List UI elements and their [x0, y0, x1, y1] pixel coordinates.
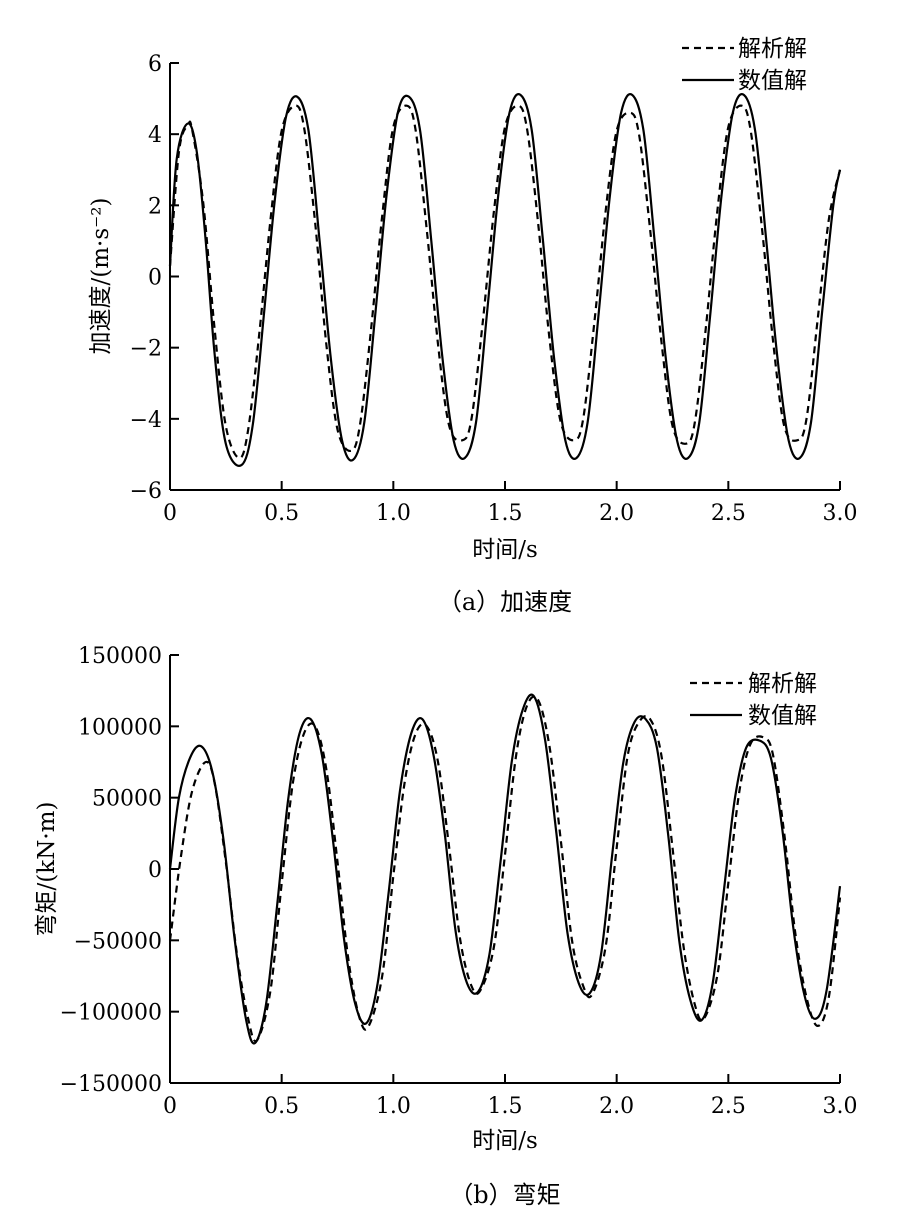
series-line-analytical — [168, 104, 842, 460]
y-tick-label: −6 — [130, 479, 162, 504]
series-lines — [168, 93, 842, 467]
x-tick-label: 1.0 — [376, 501, 411, 526]
y-ticks: −6 −4 −2 0 2 4 6 — [130, 52, 179, 504]
y-tick-label: −100000 — [60, 1001, 162, 1026]
x-tick-label: 0.5 — [264, 1094, 299, 1119]
y-tick-label: −2 — [130, 337, 162, 362]
y-tick-label: 150000 — [78, 644, 162, 669]
x-tick-label: 3.0 — [823, 501, 858, 526]
x-tick-label: 0.5 — [264, 501, 299, 526]
series-line-analytical — [168, 695, 842, 1043]
y-tick-label: −4 — [130, 408, 162, 433]
x-tick-label: 3.0 — [823, 1094, 858, 1119]
chart-acceleration: −6 −4 −2 0 2 4 6 0 0.5 1.0 1.5 2.0 2.5 3.0 解析解 数值解 加… — [88, 36, 858, 616]
x-tick-label: 1.5 — [488, 1094, 523, 1119]
legend-label-analytical: 解析解 — [738, 36, 807, 62]
y-tick-label: 2 — [148, 194, 162, 219]
y-tick-label: 50000 — [92, 787, 162, 812]
chart-bending-moment: −150000 −100000 −50000 0 50000 100000 150000 0… — [34, 644, 858, 1209]
x-tick-label: 0 — [163, 501, 177, 526]
chart-caption: （b）弯矩 — [449, 1181, 560, 1209]
y-tick-label: 0 — [148, 266, 162, 291]
legend-label-numerical: 数值解 — [748, 703, 817, 729]
x-axis-title: 时间/s — [472, 537, 538, 563]
x-axis-title: 时间/s — [472, 1128, 538, 1154]
legend: 解析解 数值解 — [682, 36, 807, 94]
x-tick-label: 0 — [163, 1094, 177, 1119]
y-axis-title: 加速度/(m·s⁻²) — [88, 198, 114, 355]
x-tick-label: 1.0 — [376, 1094, 411, 1119]
y-tick-label: 100000 — [78, 715, 162, 740]
x-tick-label: 1.5 — [488, 501, 523, 526]
y-tick-label: 6 — [148, 52, 162, 77]
y-tick-label: −50000 — [74, 929, 162, 954]
series-line-numerical — [168, 93, 842, 467]
y-ticks: −150000 −100000 −50000 0 50000 100000 150000 — [60, 644, 179, 1097]
x-tick-label: 2.5 — [711, 501, 746, 526]
y-tick-label: −150000 — [60, 1072, 162, 1097]
y-tick-label: 4 — [148, 123, 162, 148]
series-line-numerical — [168, 693, 842, 1045]
x-ticks: 0 0.5 1.0 1.5 2.0 2.5 3.0 — [163, 1074, 858, 1119]
legend: 解析解 数值解 — [690, 671, 817, 729]
x-tick-label: 2.5 — [711, 1094, 746, 1119]
x-tick-label: 2.0 — [599, 501, 634, 526]
x-tick-label: 2.0 — [599, 1094, 634, 1119]
legend-label-analytical: 解析解 — [748, 671, 817, 697]
y-axis-title: 弯矩/(kN·m) — [34, 802, 60, 937]
chart-caption: （a）加速度 — [438, 588, 572, 616]
y-tick-label: 0 — [148, 858, 162, 883]
x-ticks: 0 0.5 1.0 1.5 2.0 2.5 3.0 — [163, 481, 858, 526]
series-lines — [168, 693, 842, 1045]
legend-label-numerical: 数值解 — [738, 68, 807, 94]
